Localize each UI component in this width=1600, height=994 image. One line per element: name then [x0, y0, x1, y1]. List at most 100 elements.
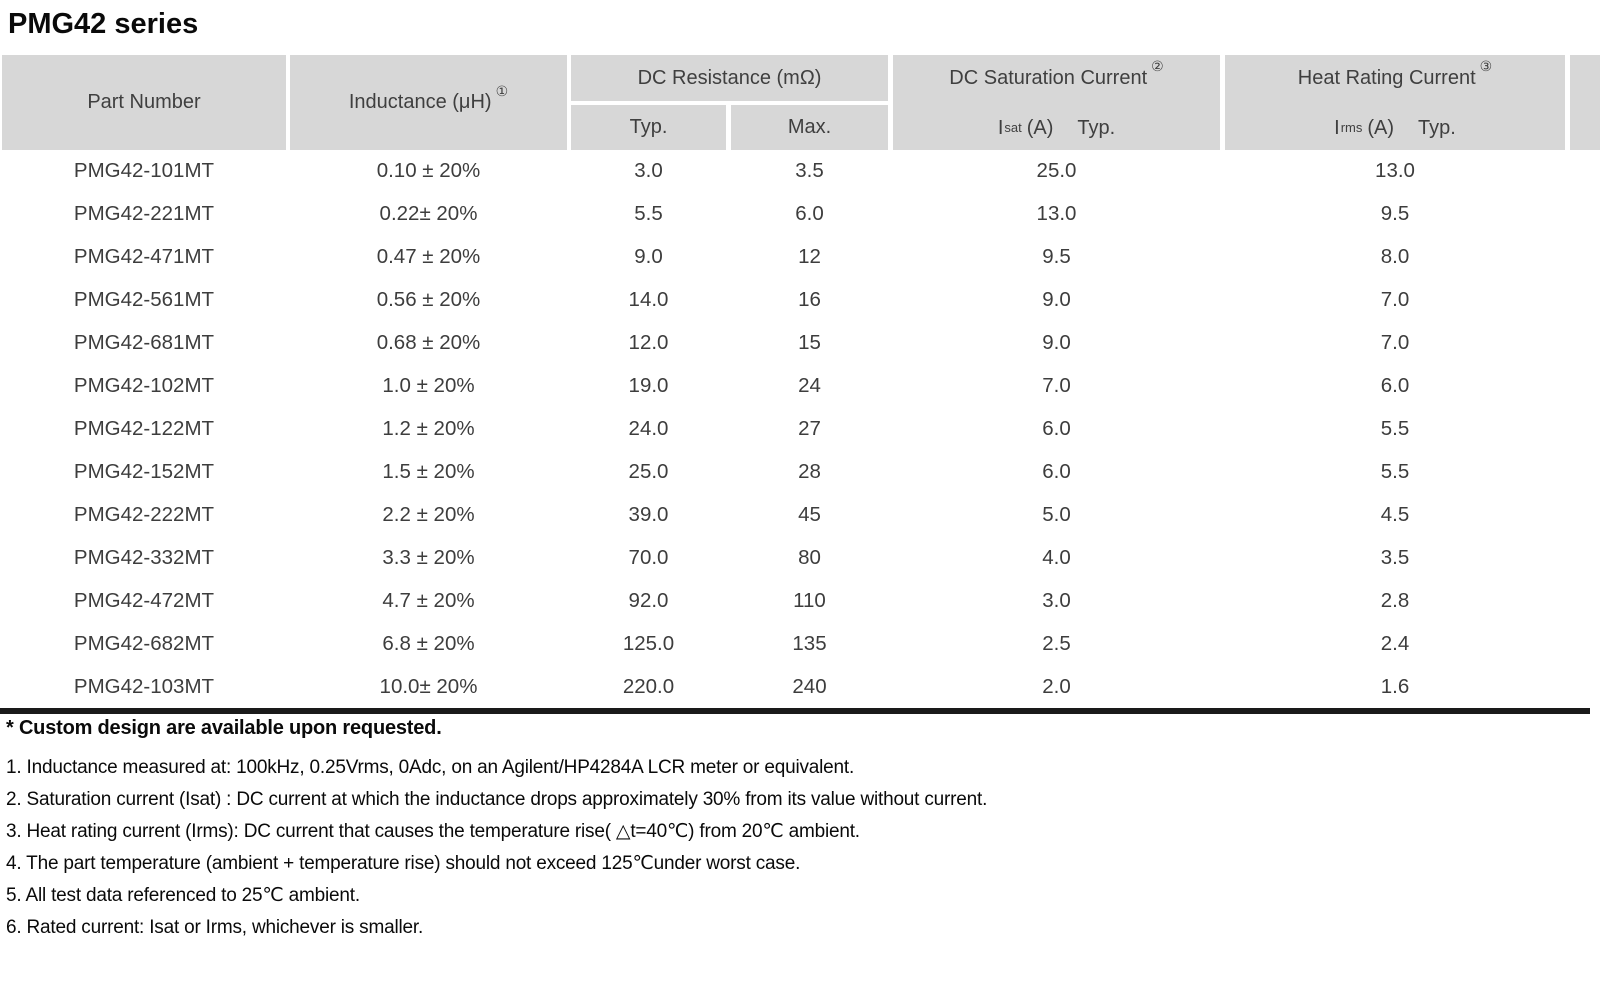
- footnote: 1. Inductance measured at: 100kHz, 0.25V…: [6, 757, 855, 778]
- dcr-typ-cell: 14.0: [628, 288, 669, 312]
- irms-cell: 5.5: [1380, 416, 1410, 440]
- dcr-typ-cell: 39.0: [628, 502, 669, 526]
- header-heat-title: Heat Rating Current ③: [1297, 59, 1492, 90]
- isat-typ-label: Typ.: [1077, 116, 1116, 139]
- table-row: PMG42-332MT 3.3 ± 20% 70.0 80 4.0 3.5: [2, 536, 1565, 579]
- part-number-cell: PMG42-221MT: [73, 202, 215, 226]
- part-number-cell: PMG42-332MT: [73, 545, 215, 569]
- footnote: 5. All test data referenced to 25℃ ambie…: [6, 885, 360, 906]
- part-number-cell: PMG42-102MT: [73, 374, 215, 398]
- table-bottom-divider: [0, 708, 1590, 714]
- part-number-cell: PMG42-471MT: [73, 245, 215, 269]
- irms-cell: 1.6: [1380, 674, 1410, 698]
- irms-cell: 8.0: [1380, 245, 1410, 269]
- spec-table-header: Part Number Inductance (μH) ① DC Resistan…: [2, 55, 1565, 150]
- inductance-cell: 0.10 ± 20%: [376, 159, 481, 183]
- isat-cell: 2.5: [1042, 631, 1071, 655]
- irms-cell: 3.5: [1380, 545, 1410, 569]
- isat-cell: 13.0: [1036, 202, 1077, 226]
- footnote: 2. Saturation current (Isat) : DC curren…: [6, 789, 988, 810]
- dcr-max-cell: 27: [798, 416, 821, 440]
- footnote-ref-1-icon: ①: [495, 83, 509, 100]
- table-row: PMG42-152MT 1.5 ± 20% 25.0 28 6.0 5.5: [2, 450, 1565, 493]
- dcr-typ-cell: 9.0: [634, 245, 663, 269]
- isat-cell: 9.0: [1042, 331, 1071, 355]
- dcr-max-cell: 16: [798, 288, 821, 312]
- header-heat-label: Heat Rating Current: [1297, 66, 1476, 89]
- dcr-typ-cell: 70.0: [628, 545, 669, 569]
- isat-cell: 2.0: [1042, 674, 1071, 698]
- header-dc-resistance-group: DC Resistance (mΩ): [571, 55, 888, 101]
- dcr-max-cell: 110: [793, 588, 826, 612]
- part-number-cell: PMG42-101MT: [73, 159, 215, 183]
- inductance-cell: 1.5 ± 20%: [382, 459, 475, 483]
- part-number-cell: PMG42-681MT: [73, 331, 215, 355]
- header-saturation-label: DC Saturation Current: [949, 66, 1148, 89]
- header-edge-sliver: [1570, 55, 1600, 150]
- part-number-cell: PMG42-682MT: [73, 631, 215, 655]
- spec-table: Part Number Inductance (μH) ① DC Resistan…: [2, 55, 1565, 708]
- isat-symbol: I: [997, 116, 1004, 139]
- dcr-max-cell: 3.5: [795, 159, 824, 183]
- dcr-typ-cell: 125.0: [622, 631, 675, 655]
- isat-cell: 6.0: [1042, 416, 1071, 440]
- irms-unit: (A): [1367, 116, 1395, 139]
- isat-cell: 9.5: [1042, 245, 1071, 269]
- dcr-max-cell: 80: [798, 545, 821, 569]
- part-number-cell: PMG42-561MT: [73, 288, 215, 312]
- footnotes-list: 1. Inductance measured at: 100kHz, 0.25V…: [6, 752, 1406, 944]
- isat-cell: 9.0: [1042, 288, 1071, 312]
- footnote: 6. Rated current: Isat or Irms, whicheve…: [6, 917, 424, 938]
- dcr-typ-cell: 25.0: [628, 459, 669, 483]
- inductance-cell: 0.47 ± 20%: [376, 245, 481, 269]
- header-inductance: Inductance (μH) ①: [290, 55, 567, 150]
- inductance-cell: 6.8 ± 20%: [382, 631, 475, 655]
- dcr-typ-cell: 19.0: [628, 374, 669, 398]
- table-row: PMG42-103MT 10.0± 20% 220.0 240 2.0 1.6: [2, 665, 1565, 708]
- irms-typ-label: Typ.: [1418, 116, 1456, 139]
- header-part-number: Part Number: [2, 55, 286, 150]
- dcr-max-cell: 24: [798, 374, 821, 398]
- isat-cell: 25.0: [1036, 159, 1077, 183]
- table-row: PMG42-122MT 1.2 ± 20% 24.0 27 6.0 5.5: [2, 408, 1565, 451]
- irms-cell: 5.5: [1380, 459, 1410, 483]
- inductance-cell: 2.2 ± 20%: [382, 502, 475, 526]
- table-row: PMG42-221MT 0.22± 20% 5.5 6.0 13.0 9.5: [2, 193, 1565, 236]
- dcr-typ-cell: 3.0: [634, 159, 663, 183]
- inductance-cell: 1.2 ± 20%: [382, 416, 475, 440]
- dcr-typ-cell: 5.5: [634, 202, 663, 226]
- isat-subscript: sat: [1004, 119, 1022, 135]
- table-row: PMG42-681MT 0.68 ± 20% 12.0 15 9.0 7.0: [2, 322, 1565, 365]
- spec-table-body: PMG42-101MT 0.10 ± 20% 3.0 3.5 25.0 13.0…: [2, 150, 1565, 708]
- part-number-cell: PMG42-472MT: [73, 588, 215, 612]
- footnote: 4. The part temperature (ambient + tempe…: [6, 853, 801, 874]
- dcr-max-cell: 240: [792, 674, 827, 698]
- part-number-cell: PMG42-122MT: [73, 416, 215, 440]
- inductance-cell: 0.56 ± 20%: [376, 288, 481, 312]
- dcr-typ-cell: 12.0: [628, 331, 669, 355]
- isat-cell: 7.0: [1042, 374, 1071, 398]
- dcr-max-cell: 6.0: [795, 202, 824, 226]
- table-row: PMG42-101MT 0.10 ± 20% 3.0 3.5 25.0 13.0: [2, 150, 1565, 193]
- irms-cell: 7.0: [1380, 288, 1410, 312]
- header-part-number-label: Part Number: [87, 91, 201, 113]
- dcr-max-cell: 28: [798, 459, 821, 483]
- header-dcr-max: Max.: [731, 105, 888, 150]
- footnote-ref-2-icon: ②: [1151, 58, 1164, 75]
- irms-subscript: rms: [1340, 119, 1363, 135]
- inductance-cell: 3.3 ± 20%: [382, 545, 475, 569]
- inductance-cell: 1.0 ± 20%: [382, 374, 475, 398]
- isat-cell: 6.0: [1042, 459, 1071, 483]
- dcr-typ-cell: 220.0: [622, 674, 675, 698]
- dcr-max-cell: 135: [792, 631, 827, 655]
- irms-cell: 2.8: [1380, 588, 1410, 612]
- dcr-max-cell: 15: [798, 331, 821, 355]
- part-number-cell: PMG42-152MT: [73, 459, 215, 483]
- irms-cell: 2.4: [1380, 631, 1410, 655]
- header-dcr-max-label: Max.: [787, 116, 832, 138]
- dcr-typ-cell: 24.0: [628, 416, 669, 440]
